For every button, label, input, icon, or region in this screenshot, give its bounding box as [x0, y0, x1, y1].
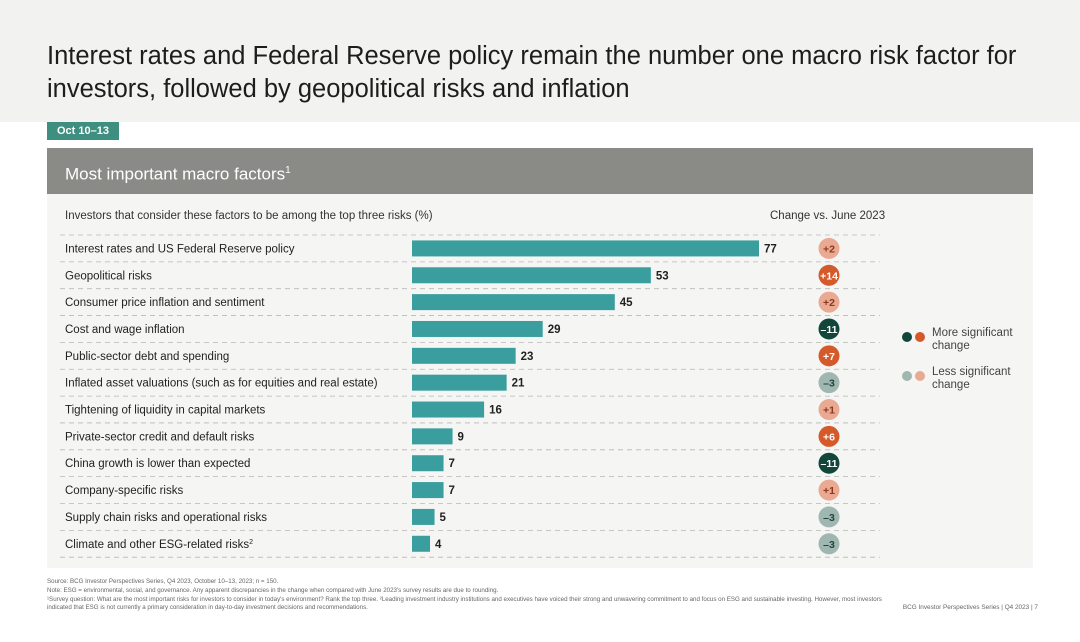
date-tag: Oct 10–13: [47, 122, 119, 140]
change-badge: [818, 479, 840, 501]
change-label: +1: [823, 405, 835, 417]
data-label: 4: [435, 539, 442, 551]
change-badge: [818, 506, 840, 528]
category-label: Private-sector credit and default risks: [65, 431, 254, 443]
chart-title-footnote-mark: 1: [285, 165, 291, 176]
change-badge: [818, 318, 840, 340]
legend-dot-more-negative: [902, 332, 912, 342]
category-label: Cost and wage inflation: [65, 324, 185, 336]
chart-panel: [47, 148, 1033, 568]
change-label: +1: [823, 485, 835, 497]
bar: [412, 320, 543, 337]
legend-label-less-significant: Less significant change: [932, 366, 1011, 391]
category-label: Tightening of liquidity in capital marke…: [65, 405, 266, 417]
footer-footnote: ¹Survey question: What are the most impo…: [47, 595, 882, 612]
bar: [412, 347, 516, 364]
change-label: –11: [821, 324, 838, 336]
bar: [412, 401, 485, 418]
change-badge: [818, 291, 840, 313]
data-label: 7: [449, 485, 455, 497]
change-label: +6: [823, 431, 835, 443]
header-band: Interest rates and Federal Reserve polic…: [0, 0, 1080, 122]
bar: [412, 508, 435, 525]
change-badge: [818, 452, 840, 474]
data-label: 23: [521, 351, 534, 363]
change-badge: [818, 533, 840, 555]
category-label: Geopolitical risks: [65, 270, 152, 282]
legend-dot-less-positive: [915, 371, 925, 381]
chart-title-text: Most important macro factors: [65, 164, 286, 184]
data-label: 7: [449, 458, 455, 470]
change-label: +7: [823, 351, 835, 363]
data-label: 16: [489, 405, 502, 417]
change-column-heading: Change vs. June 2023: [770, 210, 886, 222]
legend-dots-less: [902, 368, 928, 386]
change-badge: [818, 237, 840, 259]
data-label: 21: [512, 378, 525, 390]
bar: [412, 374, 507, 391]
category-footnote-mark: 2: [249, 539, 253, 546]
bar: [412, 428, 453, 445]
footer-source: Source: BCG Investor Perspectives Series…: [47, 578, 279, 585]
change-label: –3: [823, 512, 835, 524]
chart-subheading: Investors that consider these factors to…: [65, 210, 433, 222]
footer-notes: Source: BCG Investor Perspectives Series…: [47, 578, 887, 613]
change-badge: [818, 372, 840, 394]
page-info: BCG Investor Perspectives Series | Q4 20…: [902, 604, 1038, 611]
change-badge: [818, 425, 840, 447]
category-label: China growth is lower than expected: [65, 458, 250, 470]
bar: [412, 240, 759, 257]
legend-dot-more-positive: [915, 332, 925, 342]
category-label: Supply chain risks and operational risks: [65, 512, 267, 524]
bar: [412, 455, 444, 472]
bar: [412, 294, 615, 311]
category-label: Company-specific risks: [65, 485, 183, 497]
page-headline: Interest rates and Federal Reserve polic…: [47, 42, 1017, 103]
change-badge: [818, 345, 840, 367]
change-badge: [818, 399, 840, 421]
category-label: Climate and other ESG-related risks2: [65, 539, 253, 551]
data-label: 45: [620, 297, 633, 309]
data-label: 9: [458, 431, 464, 443]
change-label: –3: [823, 539, 835, 551]
change-label: –11: [821, 458, 838, 470]
bar: [412, 535, 431, 552]
legend-dots-more: [902, 329, 928, 347]
change-label: +2: [823, 243, 835, 255]
change-label: +14: [820, 270, 838, 282]
change-badge: [818, 264, 840, 286]
category-label: Inflated asset valuations (such as for e…: [65, 378, 378, 390]
data-label: 29: [548, 324, 561, 336]
change-label: +2: [823, 297, 835, 309]
data-label: 5: [440, 512, 447, 524]
change-label: –3: [823, 378, 835, 390]
chart-title: Most important macro factors1: [65, 161, 291, 185]
legend-dot-less-negative: [902, 371, 912, 381]
footer-note: Note: ESG = environmental, social, and g…: [47, 586, 499, 594]
data-label: 77: [764, 243, 777, 255]
category-label: Interest rates and US Federal Reserve po…: [65, 243, 295, 255]
bar: [412, 482, 444, 499]
bar: [412, 267, 651, 284]
data-label: 53: [656, 270, 669, 282]
chart-panel-header: Most important macro factors1: [47, 148, 1033, 194]
category-label: Public-sector debt and spending: [65, 351, 229, 363]
category-label: Consumer price inflation and sentiment: [65, 297, 265, 309]
legend-label-more-significant: More significant change: [932, 327, 1013, 352]
